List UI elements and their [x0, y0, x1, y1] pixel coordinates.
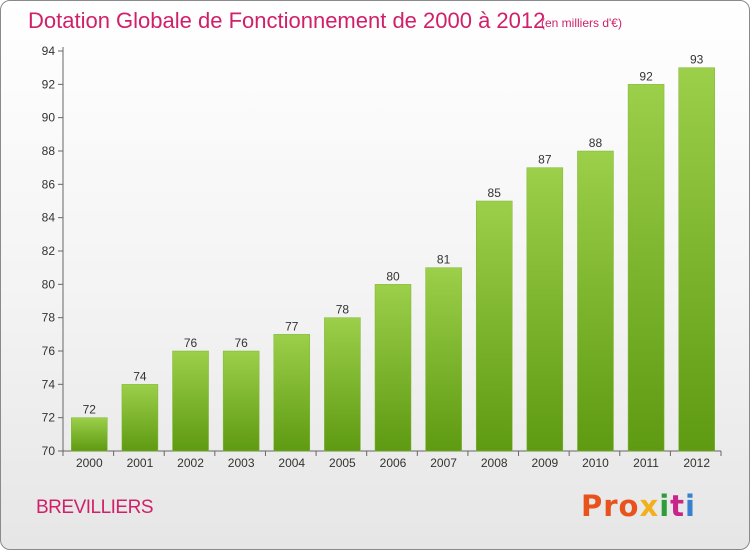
y-tick-label: 82: [42, 244, 56, 258]
bars-group: [71, 67, 715, 452]
bar: [526, 167, 564, 452]
y-tick-label: 70: [42, 444, 56, 458]
data-label: 87: [538, 153, 552, 167]
bar: [273, 334, 311, 452]
bar: [121, 384, 159, 452]
x-tick-label: 2002: [177, 456, 204, 470]
x-tick-label: 2004: [278, 456, 305, 470]
data-label: 78: [336, 303, 350, 317]
data-label: 92: [639, 69, 653, 83]
logo-part: t: [670, 489, 686, 523]
data-label: 72: [83, 403, 97, 417]
x-tick-label: 2008: [481, 456, 508, 470]
logo-part: Pro: [581, 489, 640, 523]
y-axis: 70 72 74 76 78 80 82 84 86 88 90 92 94: [42, 44, 64, 458]
y-tick-label: 94: [42, 44, 56, 58]
x-tick-label: 2003: [228, 456, 255, 470]
y-tick-label: 90: [42, 111, 56, 125]
bar: [577, 150, 614, 452]
chart-title: Dotation Globale de Fonctionnement de 20…: [28, 8, 546, 33]
y-tick-label: 92: [42, 77, 56, 91]
x-tick-label: 2006: [380, 456, 407, 470]
chart-unit: (en milliers d'€): [541, 16, 622, 30]
x-tick-label: 2011: [633, 456, 659, 470]
data-label: 76: [234, 336, 248, 350]
logo-part: i: [659, 489, 671, 523]
logo-part: i: [685, 489, 696, 523]
y-tick-label: 76: [42, 344, 56, 358]
data-label: 81: [437, 253, 451, 267]
y-tick-label: 74: [42, 377, 56, 391]
bar: [475, 200, 513, 452]
bar: [374, 284, 412, 452]
y-tick-label: 84: [42, 211, 56, 225]
x-tick-label: 2007: [430, 456, 457, 470]
bar: [678, 67, 715, 452]
data-labels-group: 72 74 76 76 77 78 80 81 85 87 88 92 93: [83, 53, 704, 417]
commune-name: BREVILLIERS: [36, 497, 154, 518]
bar: [324, 317, 361, 452]
data-label: 88: [589, 136, 603, 150]
x-tick-label: 2010: [582, 456, 609, 470]
bar: [627, 84, 665, 452]
x-axis: 2000 2001 2002 2003 2004 2005 2006 2007 2008 2009…: [62, 450, 722, 470]
proxiti-logo[interactable]: Proxiti: [581, 489, 696, 523]
y-tick-label: 80: [42, 277, 56, 291]
x-tick-label: 2012: [683, 456, 710, 470]
y-tick-label: 88: [42, 144, 56, 158]
data-label: 76: [184, 336, 198, 350]
bar: [425, 267, 462, 452]
bar: [71, 417, 108, 452]
y-tick-label: 78: [42, 311, 56, 325]
data-label: 93: [690, 53, 704, 67]
x-tick-label: 2001: [127, 456, 154, 470]
data-label: 80: [386, 269, 400, 283]
x-tick-label: 2005: [329, 456, 356, 470]
bar: [172, 350, 209, 452]
bar: [222, 350, 260, 452]
x-tick-label: 2009: [531, 456, 558, 470]
logo-part: x: [639, 489, 660, 523]
data-label: 74: [133, 369, 147, 383]
x-tick-label: 2000: [76, 456, 103, 470]
y-tick-label: 72: [42, 411, 56, 425]
data-label: 85: [488, 186, 502, 200]
y-tick-label: 86: [42, 177, 56, 191]
data-label: 77: [285, 319, 299, 333]
